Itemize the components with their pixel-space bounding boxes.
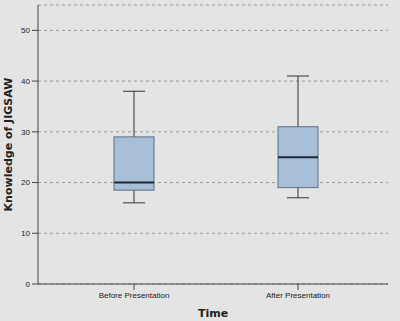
svg-text:After Presentation: After Presentation — [266, 291, 330, 300]
svg-text:0: 0 — [26, 280, 31, 289]
svg-text:10: 10 — [21, 229, 30, 238]
svg-text:40: 40 — [21, 77, 30, 86]
svg-text:Before Presentation: Before Presentation — [99, 291, 170, 300]
svg-text:30: 30 — [21, 128, 30, 137]
svg-text:Time: Time — [198, 307, 228, 320]
svg-text:Knowledge of JIGSAW: Knowledge of JIGSAW — [8, 78, 15, 212]
svg-text:50: 50 — [21, 26, 30, 35]
svg-text:20: 20 — [21, 178, 30, 187]
